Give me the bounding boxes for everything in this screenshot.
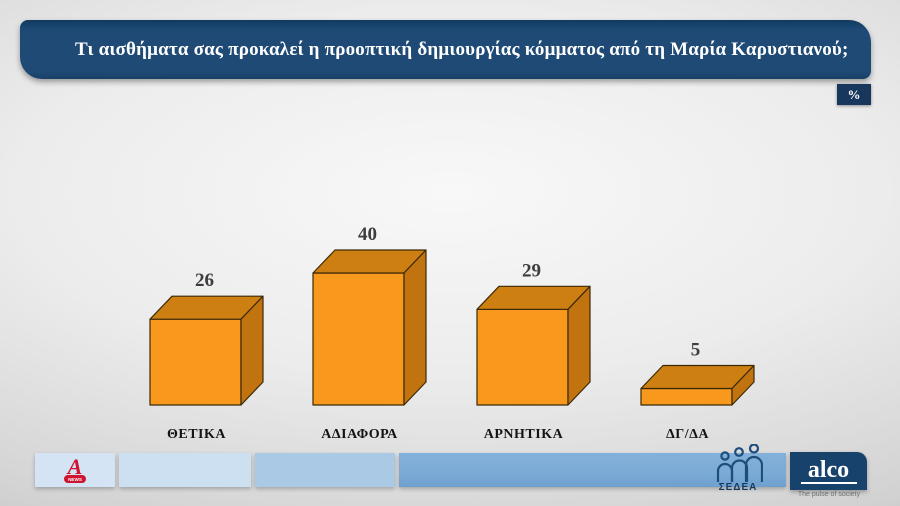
footer-cell-2 [119,453,251,487]
percent-unit-badge: % [837,84,871,105]
sedea-people-icon [716,444,763,482]
bar-value-1: 40 [358,224,377,245]
alpha-news-badge: NEWS [68,477,82,482]
bar-side-3 [731,364,755,406]
bar-front-3 [640,387,733,406]
bar-side-2 [567,285,591,406]
bar-side-1 [403,249,427,406]
bar-category-2: ΑΡΝΗΤΙΚΑ [484,427,564,442]
alco-logo: alco [790,452,867,490]
bar-value-0: 26 [195,270,214,291]
bar-category-1: ΑΔΙΑΦΟΡΑ [321,427,398,442]
alco-underline [800,481,857,484]
alco-name: alco [807,456,850,483]
sedea-label: ΣΕΔΕΑ [718,482,758,493]
footer-cell-3 [255,453,395,487]
bar-category-0: ΘΕΤΙΚΑ [167,427,226,442]
bar-front-2 [476,308,569,406]
bar-value-2: 29 [522,260,541,281]
bar-value-3: 5 [691,340,701,361]
question-banner: Τι αισθήματα σας προκαλεί η προοπτική δη… [20,20,871,79]
alco-tagline: The pulse of society [797,491,861,498]
alpha-news-logo-icon: A NEWS [64,455,86,483]
bar-front-1 [312,272,405,406]
alpha-letter: A [66,455,83,479]
bar-front-0 [149,318,242,406]
footer-cell-alpha: A NEWS [35,453,115,487]
bar-category-3: ΔΓ/ΔΑ [666,427,709,442]
sedea-logo: ΣΕΔΕΑ [712,444,764,496]
question-title: Τι αισθήματα σας προκαλεί η προοπτική δη… [75,38,849,60]
bar-side-0 [240,295,264,406]
